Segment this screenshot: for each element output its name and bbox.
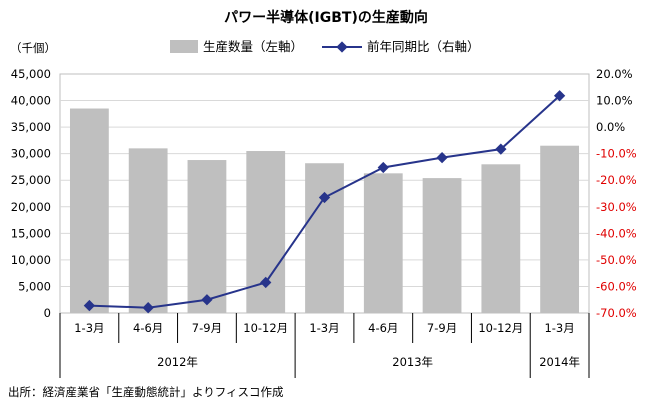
left-tick-label: 25,000 <box>11 173 51 187</box>
category-label: 1-3月 <box>544 321 574 335</box>
category-label: 1-3月 <box>309 321 339 335</box>
line-point <box>377 161 389 174</box>
bar <box>128 148 168 313</box>
left-axis-unit: （千個） <box>10 41 56 55</box>
left-tick-label: 10,000 <box>11 253 51 267</box>
category-axis: 1-3月 4-6月 7-9月 10-12月 1-3月 4-6月 7-9月 10-12月 1-3月 <box>59 313 590 343</box>
right-tick-label: -10.0% <box>596 147 637 161</box>
right-tick-label: -60.0% <box>596 279 637 293</box>
year-label: 2014年 <box>539 355 580 369</box>
category-label: 7-9月 <box>427 321 457 335</box>
right-tick-label: -50.0% <box>596 253 637 267</box>
right-tick-label: -20.0% <box>596 173 637 187</box>
source-note: 出所：経済産業省「生産動態統計」よりフィスコ作成 <box>8 385 284 399</box>
left-tick-label: 35,000 <box>11 120 51 134</box>
legend-line-label: 前年同期比（右軸） <box>367 39 480 54</box>
right-tick-label: 20.0% <box>596 67 633 81</box>
left-tick-label: 45,000 <box>11 67 51 81</box>
bar <box>187 160 227 313</box>
bars <box>69 108 580 314</box>
line-point <box>318 191 331 204</box>
left-tick-label: 0 <box>44 306 51 320</box>
category-label: 10-12月 <box>243 321 288 335</box>
bar <box>363 173 403 313</box>
left-tick-label: 15,000 <box>11 226 51 240</box>
chart-title: パワー半導体(IGBT)の生産動向 <box>224 9 428 26</box>
left-axis-ticks: 0 5,000 10,000 15,000 20,000 25,000 30,000 35,0… <box>11 67 51 320</box>
right-tick-label: -70.0% <box>596 306 637 320</box>
right-axis-ticks: -70.0% -60.0% -50.0% -40.0% -30.0% -20.0% -10.… <box>596 67 637 320</box>
legend-line-marker <box>336 41 348 53</box>
left-tick-label: 5,000 <box>18 279 51 293</box>
category-label: 1-3月 <box>74 321 104 335</box>
line-point <box>201 294 213 306</box>
bar <box>69 108 109 314</box>
legend-bar-label: 生産数量（左軸） <box>203 39 303 54</box>
line-point <box>260 276 272 289</box>
category-label: 4-6月 <box>133 321 163 335</box>
right-tick-label: 0.0% <box>596 120 625 134</box>
year-label: 2012年 <box>157 355 198 369</box>
category-label: 10-12月 <box>478 321 523 335</box>
right-tick-label: -30.0% <box>596 200 637 214</box>
bar <box>540 145 580 313</box>
left-tick-label: 40,000 <box>11 94 51 108</box>
year-label: 2013年 <box>392 355 433 369</box>
left-tick-label: 30,000 <box>11 147 51 161</box>
line-point <box>495 143 507 155</box>
left-tick-label: 20,000 <box>11 200 51 214</box>
right-tick-label: 10.0% <box>596 94 633 108</box>
line-series <box>83 90 566 314</box>
legend-bar-swatch <box>170 40 198 53</box>
bar <box>422 178 462 313</box>
category-label: 4-6月 <box>368 321 398 335</box>
year-axis: 2012年 2013年 2014年 <box>59 343 590 378</box>
bar <box>481 164 521 313</box>
legend: 生産数量（左軸） 前年同期比（右軸） <box>170 39 480 54</box>
bar <box>246 151 286 313</box>
bar <box>305 163 344 313</box>
line-point <box>436 151 448 164</box>
line-point <box>142 302 154 314</box>
category-label: 7-9月 <box>192 321 222 335</box>
right-tick-label: -40.0% <box>596 226 637 240</box>
